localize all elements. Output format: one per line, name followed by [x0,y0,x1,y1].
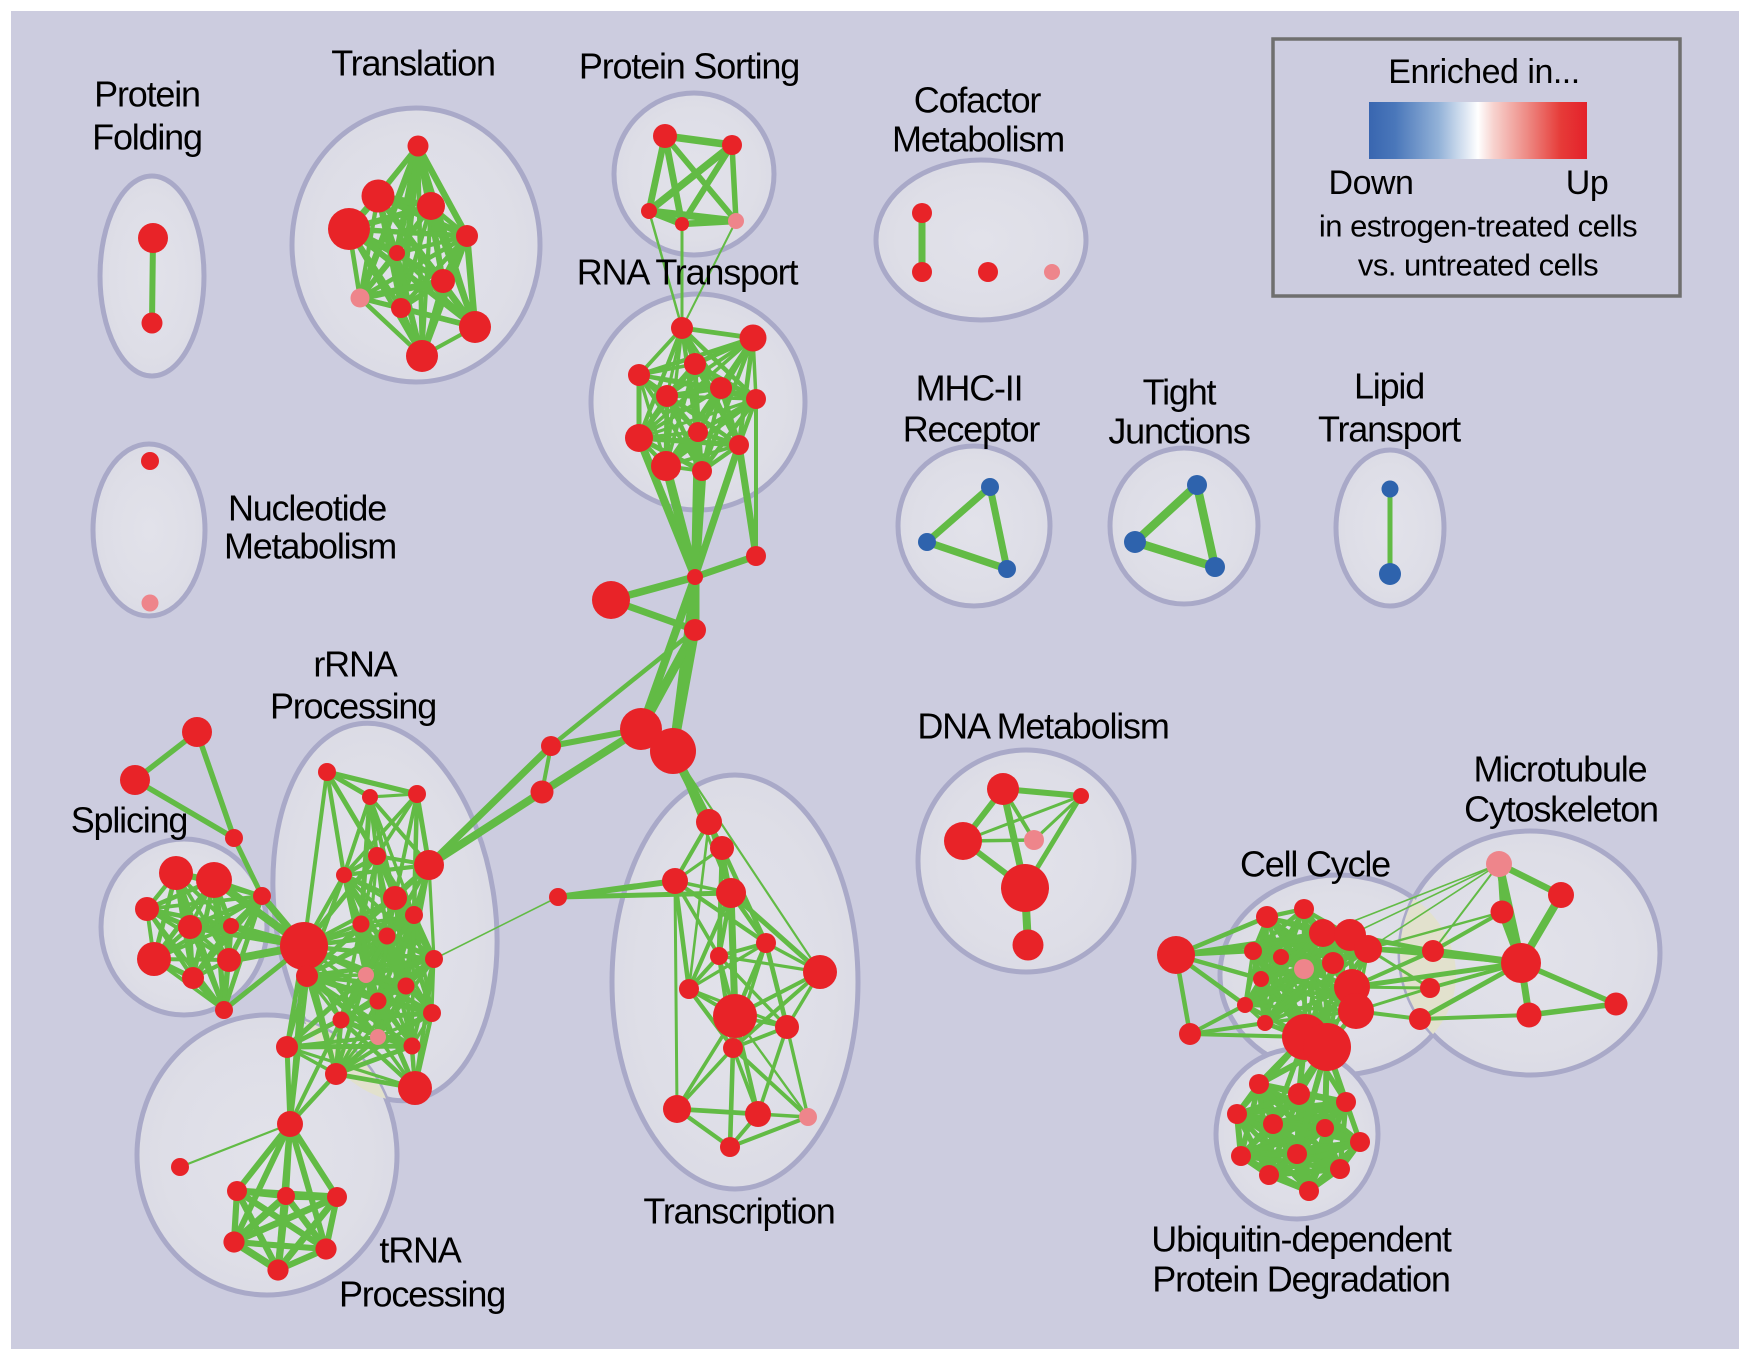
svg-text:in estrogen-treated cells: in estrogen-treated cells [1319,209,1637,244]
svg-text:Microtubule: Microtubule [1474,749,1647,790]
svg-text:Metabolism: Metabolism [224,526,396,567]
svg-text:Processing: Processing [270,686,436,727]
svg-text:Junctions: Junctions [1108,411,1249,452]
svg-text:Protein Sorting: Protein Sorting [579,46,799,87]
svg-text:Folding: Folding [92,117,202,158]
svg-text:DNA Metabolism: DNA Metabolism [917,706,1168,747]
svg-text:Protein: Protein [94,74,200,115]
svg-text:Lipid: Lipid [1354,366,1424,407]
svg-text:Cell Cycle: Cell Cycle [1240,844,1390,885]
svg-text:vs. untreated cells: vs. untreated cells [1358,248,1598,283]
svg-text:Cytoskeleton: Cytoskeleton [1464,789,1658,830]
svg-text:Translation: Translation [331,43,495,84]
svg-text:Processing: Processing [339,1274,505,1315]
svg-text:MHC-II: MHC-II [916,368,1023,409]
svg-text:rRNA: rRNA [313,644,397,685]
svg-text:Protein Degradation: Protein Degradation [1152,1259,1449,1300]
svg-text:Cofactor: Cofactor [914,80,1042,121]
svg-text:Tight: Tight [1143,372,1217,413]
svg-text:Nucleotide: Nucleotide [228,488,386,529]
svg-text:tRNA: tRNA [379,1230,461,1271]
svg-text:Enriched in...: Enriched in... [1388,53,1579,91]
svg-text:Transport: Transport [1318,409,1461,450]
svg-text:Up: Up [1566,164,1608,202]
svg-text:Ubiquitin-dependent: Ubiquitin-dependent [1151,1219,1452,1260]
svg-text:RNA Transport: RNA Transport [577,252,799,293]
svg-text:Transcription: Transcription [643,1191,834,1232]
svg-text:Splicing: Splicing [71,800,187,841]
svg-text:Metabolism: Metabolism [892,119,1064,160]
svg-text:Receptor: Receptor [903,409,1041,450]
svg-text:Down: Down [1329,164,1414,202]
